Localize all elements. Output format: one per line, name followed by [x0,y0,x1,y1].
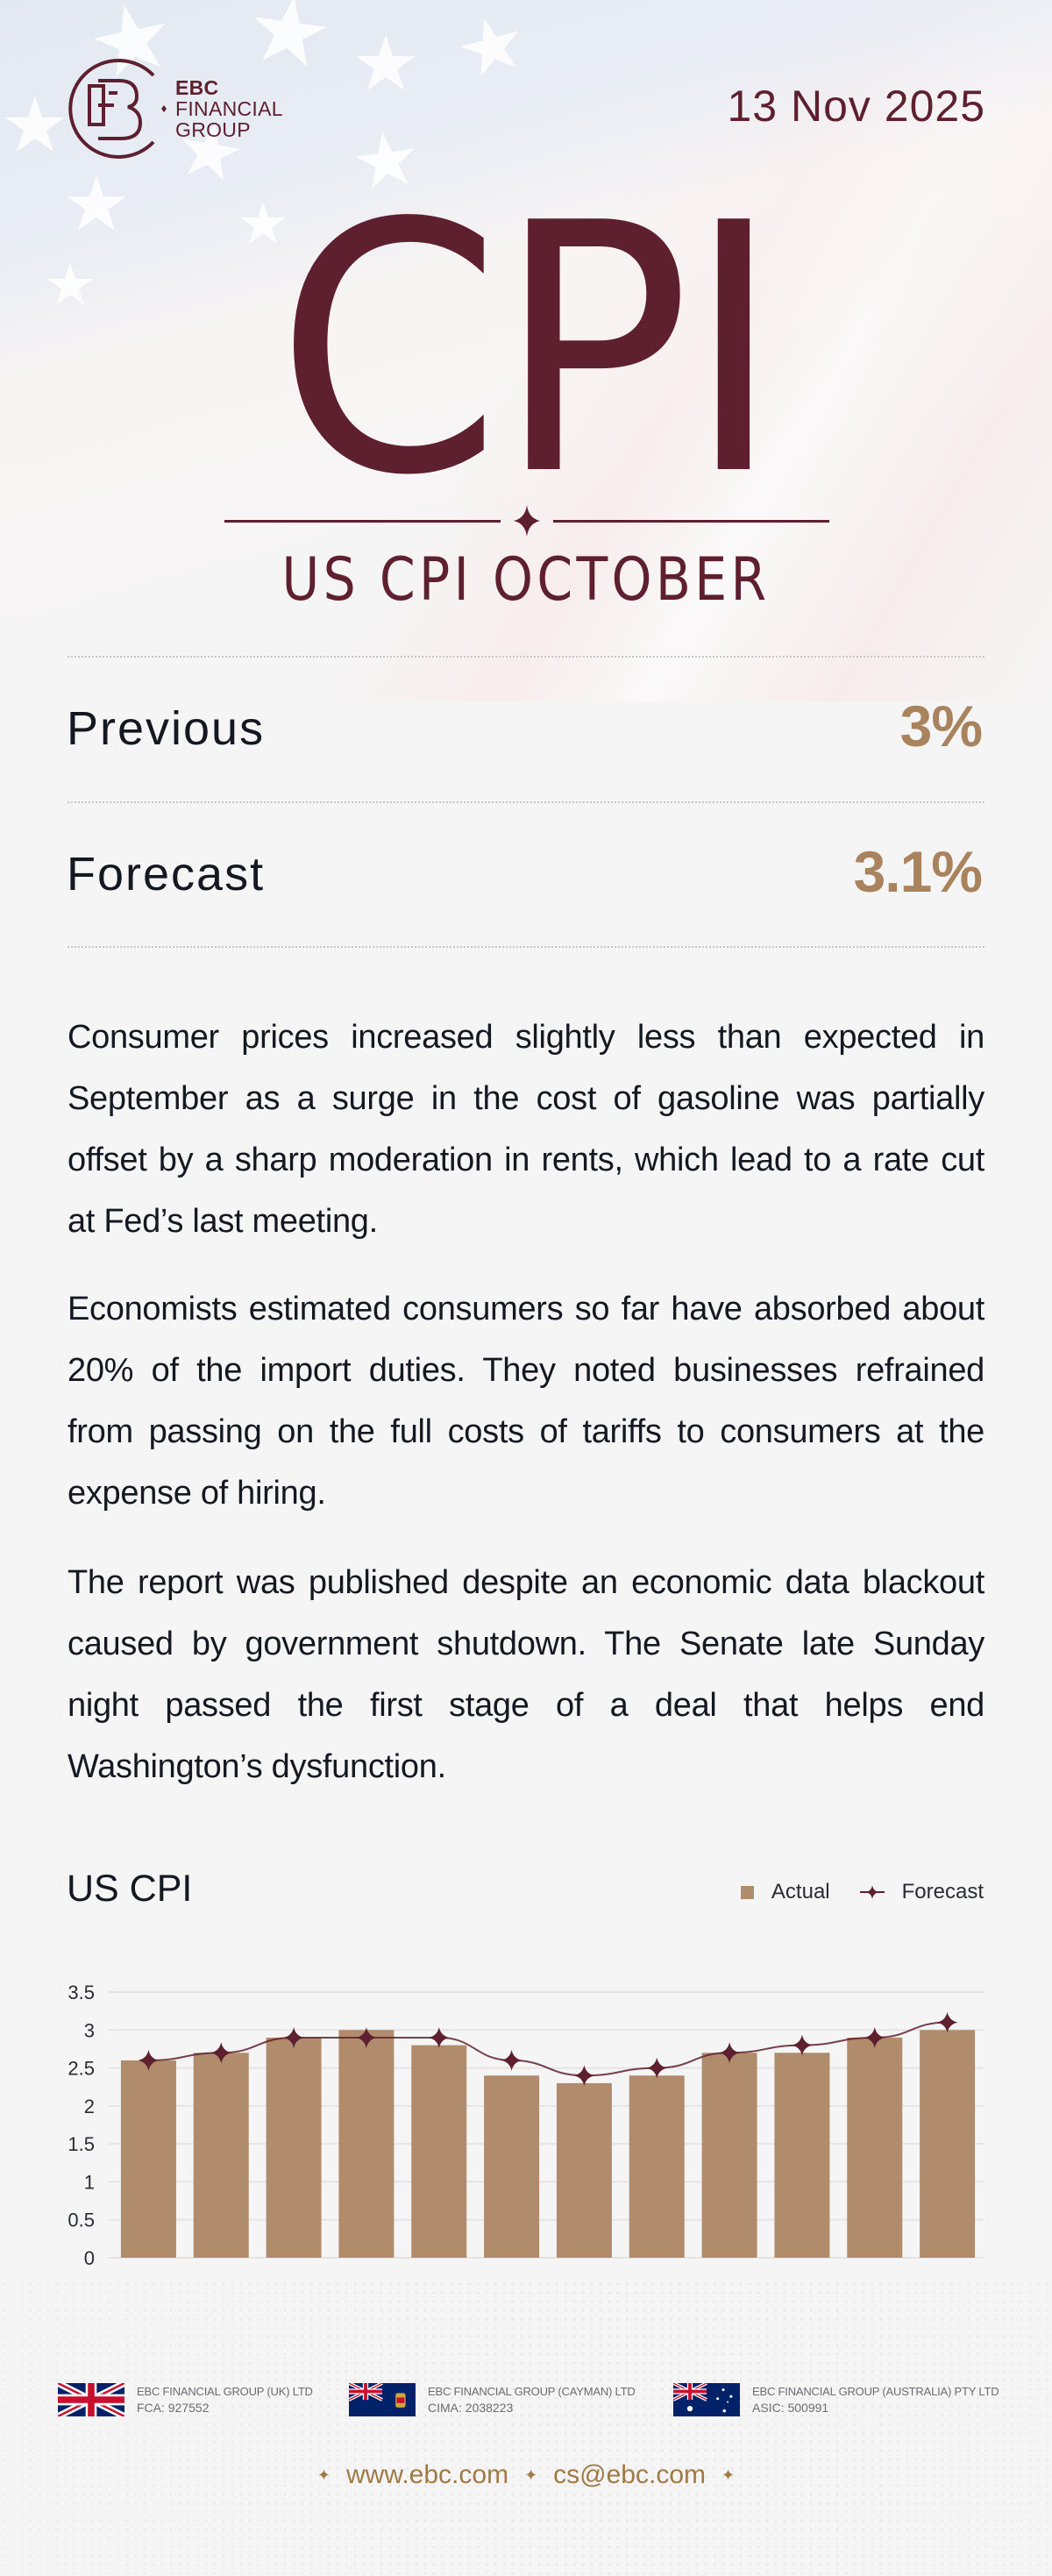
four-point-star-icon [138,2049,160,2071]
entity-australia: EBC FINANCIAL GROUP (AUSTRALIA) PTY LTD … [673,2383,999,2416]
four-point-star-icon [864,2026,885,2048]
four-point-star-icon [428,2026,450,2048]
entity-name: EBC FINANCIAL GROUP (CAYMAN) LTD [428,2385,636,2398]
y-tick-label: 1.5 [68,2133,95,2155]
divider-line-left [224,519,501,523]
brand-logo: EBC FINANCIAL GROUP [67,56,283,161]
website-link[interactable]: www.ebc.com [346,2460,509,2489]
sparkle-icon: ✦ [524,2466,538,2484]
stat-previous-value: 3% [899,694,983,758]
article-paragraph-1: Consumer prices increased slightly less … [68,1019,984,1240]
four-point-star-icon [210,2042,232,2064]
cpi-bar-line-chart: 00.511.522.533.52024 / 102024 / 122025 /… [68,1982,984,2269]
sparkle-icon: ✦ [316,2466,331,2484]
entity-uk: EBC FINANCIAL GROUP (UK) LTD FCA: 927552 [58,2383,313,2416]
legend-actual-label: Actual [771,1880,830,1904]
y-tick-label: 1 [84,2171,95,2193]
actual-bar [556,2082,612,2258]
actual-bar [266,2037,322,2258]
actual-bar [774,2053,830,2258]
four-point-star-icon [859,1884,885,1900]
y-tick-label: 3.5 [68,1982,95,2003]
ebc-monogram-icon [68,59,167,159]
entity-name: EBC FINANCIAL GROUP (UK) LTD [137,2385,313,2398]
divider-line-right [553,519,829,523]
hero-title: CPI [275,151,781,551]
y-tick-label: 2 [84,2096,95,2117]
actual-bar [629,2075,685,2258]
four-point-star-icon [719,2042,741,2064]
forecast-line [148,2021,948,2077]
stat-previous-label: Previous [67,702,266,755]
entity-name: EBC FINANCIAL GROUP (AUSTRALIA) PTY LTD [752,2385,999,2398]
uk-flag-icon [58,2383,124,2416]
four-point-star-icon [283,2026,305,2048]
hero-divider [224,503,829,538]
four-point-star-icon [573,2065,595,2087]
brand-line-group: GROUP [175,118,251,141]
report-date: 13 Nov 2025 [727,82,985,131]
four-point-star-icon [791,2034,813,2056]
australia-flag-icon [673,2383,740,2416]
stat-forecast-value: 3.1% [853,839,983,904]
sparkle-icon: ✦ [721,2466,736,2484]
actual-bar [338,2030,394,2258]
actual-bar [411,2045,467,2258]
y-tick-label: 0.5 [68,2210,95,2231]
actual-bar [484,2075,540,2258]
divider-rule [68,801,984,803]
divider-rule [68,656,984,658]
chart-legend: Actual Forecast [740,1880,984,1904]
legend-forecast-label: Forecast [901,1880,984,1904]
entity-registration: CIMA: 2038223 [428,2401,514,2415]
stat-forecast-label: Forecast [67,848,266,900]
actual-bar [920,2030,976,2258]
y-tick-label: 2.5 [68,2058,95,2080]
square-swatch-icon [740,1885,754,1899]
y-tick-label: 0 [84,2247,95,2269]
article-paragraph-2: Economists estimated consumers so far ha… [68,1291,984,1512]
entity-registration: FCA: 927552 [137,2401,210,2415]
hero-subtitle: US CPI OCTOBER [281,545,771,615]
world-map-dots-background [0,2280,1052,2576]
y-tick-label: 3 [84,2019,95,2041]
brand-line-ebc: EBC [175,76,219,99]
entity-registration: ASIC: 500991 [752,2401,829,2415]
entity-cayman: EBC FINANCIAL GROUP (CAYMAN) LTD CIMA: 2… [349,2383,636,2416]
actual-bar [193,2053,249,2258]
email-link[interactable]: cs@ebc.com [553,2460,706,2489]
divider-rule [68,946,984,948]
contact-bar: ✦ www.ebc.com ✦ cs@ebc.com ✦ [0,2460,1052,2490]
brand-line-financial: FINANCIAL [175,97,283,120]
cayman-flag-icon [349,2383,416,2416]
actual-bar [120,2060,176,2258]
four-point-star-icon [646,2057,668,2079]
four-point-star-icon [936,2011,958,2033]
us-flag-background [0,0,1052,701]
chart-title: US CPI [67,1868,193,1910]
actual-bar [701,2053,757,2258]
article-paragraph-3: The report was published despite an econ… [68,1564,984,1785]
actual-bar [847,2037,903,2258]
four-point-star-icon [355,2026,377,2048]
four-point-star-icon [501,2049,522,2071]
four-point-star-icon [501,505,553,537]
flag-stars-decoration [5,0,519,305]
